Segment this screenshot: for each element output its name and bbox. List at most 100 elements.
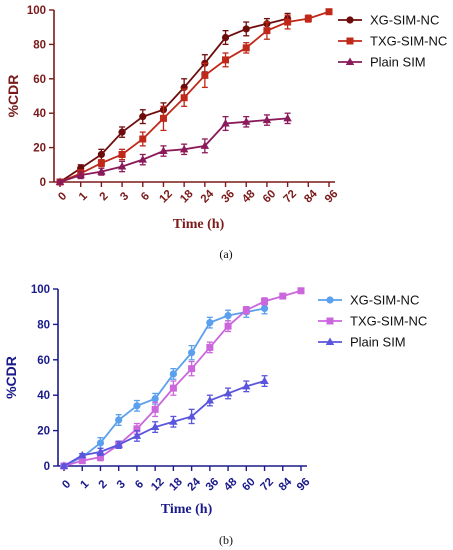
data-point [200, 141, 210, 149]
data-point [114, 440, 123, 448]
data-point [55, 177, 65, 185]
x-tick-label: 3 [115, 478, 128, 491]
data-point [221, 119, 230, 127]
data-point [242, 44, 250, 52]
x-tick-label: 12 [157, 188, 175, 206]
data-point [242, 25, 250, 33]
data-point [139, 135, 147, 143]
data-point [188, 349, 196, 357]
x-tick-label: 18 [178, 188, 196, 206]
data-point [151, 395, 159, 403]
series-line [63, 307, 265, 467]
y-tick-label: 60 [33, 74, 46, 86]
legend-label: TXG-SIM-NC [370, 34, 447, 49]
data-point [133, 402, 141, 410]
x-tick-label: 84 [277, 476, 295, 494]
data-point [117, 162, 127, 170]
x-tick-label: 24 [199, 188, 217, 206]
data-point [138, 155, 147, 163]
data-point [279, 292, 287, 300]
data-point [118, 150, 126, 158]
legend: XG-SIM-NC TXG-SIM-NC Plain SIM [318, 293, 427, 350]
data-point [221, 33, 230, 42]
data-point [96, 453, 104, 461]
data-point [205, 396, 215, 404]
x-tick-label: 3 [118, 190, 131, 203]
legend-label: Plain SIM [370, 55, 426, 70]
data-point [223, 388, 233, 397]
series-txg-sim-nc [56, 8, 333, 186]
x-tick-label: 24 [186, 476, 204, 494]
legend-swatch-marker [326, 296, 334, 304]
x-tick-label: 12 [149, 476, 167, 494]
data-point [187, 411, 196, 420]
legend-swatch-marker [345, 57, 355, 65]
data-point [169, 370, 177, 378]
y-axis-title: %CDR [3, 356, 19, 399]
x-tick-label: 2 [98, 190, 111, 203]
x-tick-label: 36 [219, 188, 237, 206]
data-point [242, 117, 251, 125]
data-point [97, 159, 105, 167]
x-tick-label: 0 [60, 478, 73, 491]
data-point [283, 113, 292, 122]
data-point [260, 376, 269, 385]
panel-label: (b) [219, 533, 233, 547]
y-tick-label: 60 [37, 355, 50, 367]
data-point [96, 439, 105, 447]
legend-label: XG-SIM-NC [370, 13, 439, 28]
x-tick-label: 2 [97, 478, 110, 491]
panel-label: (a) [219, 247, 232, 261]
data-point [201, 71, 209, 79]
x-tick-label: 60 [261, 188, 279, 206]
data-point [260, 304, 269, 313]
legend-swatch-marker [325, 337, 335, 345]
y-tick-label: 40 [37, 390, 50, 402]
x-tick-label: 1 [78, 478, 91, 491]
data-point [222, 56, 230, 64]
data-point [242, 306, 250, 314]
data-point [262, 115, 272, 124]
data-point [188, 365, 196, 373]
data-point [118, 128, 126, 136]
series-line [63, 380, 265, 467]
y-tick-label: 80 [33, 39, 46, 51]
x-tick-label: 96 [323, 188, 341, 206]
data-point [150, 422, 160, 431]
data-point [78, 457, 86, 465]
y-tick-label: 100 [27, 5, 46, 17]
y-axis-title: %CDR [5, 75, 21, 118]
legend-swatch-marker [346, 16, 354, 24]
y-tick-label: 20 [33, 143, 46, 155]
data-point [97, 150, 105, 159]
x-axis-title: Time (h) [161, 502, 213, 517]
data-point [78, 450, 87, 459]
series-line [59, 117, 288, 183]
series-plain-sim [55, 112, 292, 185]
y-tick-label: 0 [44, 461, 50, 473]
data-point [284, 18, 292, 26]
series-line [59, 17, 288, 183]
data-point [179, 144, 189, 153]
series-xg-sim-nc [60, 302, 269, 470]
y-tick-label: 80 [37, 319, 50, 331]
data-point [304, 15, 312, 23]
x-tick-label: 6 [139, 190, 152, 203]
legend-label: TXG-SIM-NC [350, 314, 427, 329]
data-point [206, 343, 214, 351]
y-tick-label: 100 [31, 284, 50, 296]
data-point [139, 113, 147, 121]
data-point [297, 287, 305, 295]
y-tick-label: 0 [40, 177, 46, 189]
legend-swatch-marker [326, 317, 334, 325]
data-point [224, 322, 232, 330]
data-point [159, 146, 168, 155]
legend-label: Plain SIM [350, 335, 406, 350]
x-tick-label: 96 [295, 476, 313, 494]
x-tick-label: 84 [302, 188, 320, 206]
series-plain-sim [59, 375, 269, 469]
data-point [325, 8, 333, 16]
data-point [263, 27, 271, 35]
